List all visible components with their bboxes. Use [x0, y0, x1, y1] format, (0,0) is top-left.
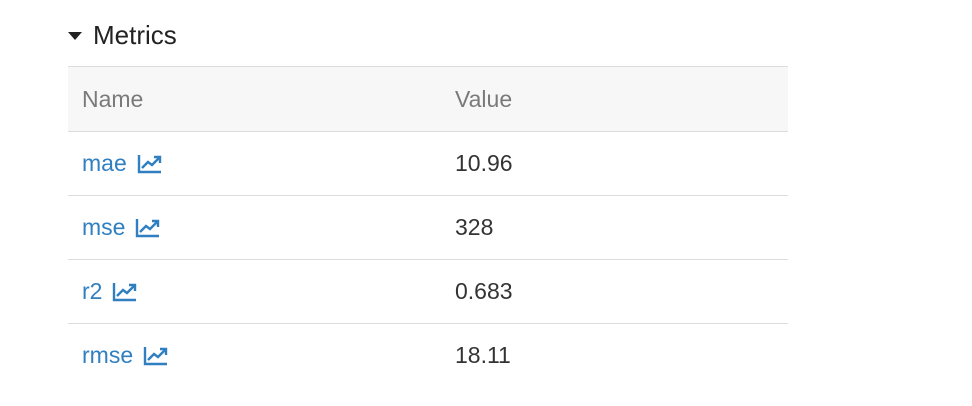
metric-link-rmse[interactable]: rmse: [82, 342, 168, 369]
metric-value: 10.96: [455, 131, 788, 196]
table-row: rmse 18.11: [68, 324, 788, 388]
metric-name-cell: rmse: [68, 324, 455, 388]
table-row: mse 328: [68, 195, 788, 260]
metric-value: 0.683: [455, 259, 788, 324]
metric-link-mae[interactable]: mae: [82, 150, 162, 177]
caret-down-icon[interactable]: [68, 32, 82, 40]
line-chart-icon[interactable]: [112, 282, 137, 302]
column-header-value: Value: [455, 66, 788, 132]
metric-name-cell: r2: [68, 259, 455, 324]
table-header-row: Name Value: [68, 66, 788, 132]
metric-link-mse[interactable]: mse: [82, 214, 160, 241]
metrics-table: Name Value mae 10.96: [68, 66, 788, 387]
metric-value: 18.11: [455, 342, 511, 368]
metric-name: r2: [82, 278, 103, 304]
table-row: r2 0.683: [68, 259, 788, 324]
metric-name: mse: [82, 214, 126, 240]
metric-name: mae: [82, 150, 127, 176]
metric-link-r2[interactable]: r2: [82, 278, 137, 305]
line-chart-icon[interactable]: [137, 154, 162, 174]
column-header-name: Name: [68, 66, 455, 132]
metric-name-cell: mse: [68, 195, 455, 260]
table-row: mae 10.96: [68, 131, 788, 196]
section-title: Metrics: [93, 19, 177, 50]
metric-value: 328: [455, 195, 788, 260]
metric-name: rmse: [82, 342, 134, 368]
line-chart-icon[interactable]: [143, 346, 168, 366]
metrics-section-toggle[interactable]: Metrics: [68, 18, 177, 52]
metric-name-cell: mae: [68, 131, 455, 196]
line-chart-icon[interactable]: [135, 218, 160, 238]
